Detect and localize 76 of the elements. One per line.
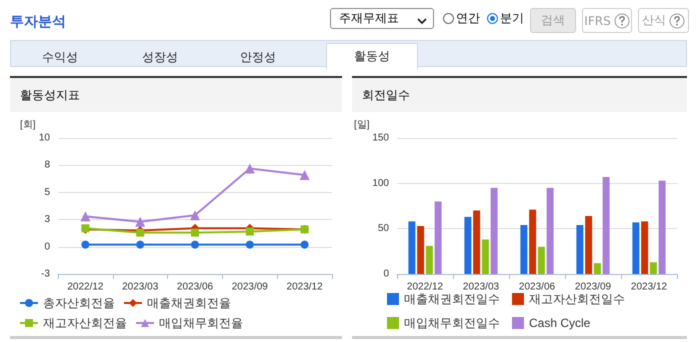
text: 검색 [530, 8, 576, 33]
point [246, 240, 254, 249]
x-tick-label: 2023/12 [630, 282, 668, 292]
bar [520, 225, 528, 274]
legend-label: Cash Cycle [529, 316, 591, 330]
legend-label: 재고자산회전일수 [529, 292, 625, 306]
y-tick-label: 100 [372, 178, 390, 189]
y-tick-label: 5 [44, 186, 50, 198]
legend-label: 매출채권회전일수 [404, 292, 500, 306]
point [300, 170, 310, 180]
legend-label: 매입채무회전율 [159, 316, 243, 330]
bar [529, 210, 536, 274]
text: 연간 [456, 10, 480, 27]
bar [658, 180, 666, 274]
bar [482, 240, 489, 274]
text: 활동성 [326, 43, 418, 69]
y-tick-label: 0 [44, 241, 50, 252]
y-tick-label: 150 [372, 132, 390, 144]
bar [408, 221, 416, 274]
x-tick-label: 2023/12 [286, 282, 324, 292]
point [81, 240, 90, 249]
y-axis-title: [회] [20, 120, 36, 130]
legend-label: 총자산회전율 [43, 296, 115, 310]
x-tick-label: 2023/06 [518, 282, 556, 292]
point [300, 240, 309, 249]
bar [594, 263, 601, 274]
x-tick-label: 2023/09 [574, 282, 612, 292]
y-axis-title: [일] [354, 120, 370, 130]
bar [585, 216, 592, 274]
bar [546, 188, 554, 274]
text: 안정성 [239, 48, 277, 66]
x-tick-label: 2023/03 [462, 282, 500, 292]
bar [434, 201, 442, 274]
text: 주재무제표 [339, 10, 399, 27]
point [80, 211, 90, 222]
chart-title: 활동성지표 [10, 78, 342, 112]
legend-label: 매입채무회전일수 [404, 316, 500, 330]
x-tick-label: 2023/03 [122, 282, 159, 292]
bar [576, 225, 584, 274]
bar [602, 176, 610, 274]
legend-label: 재고자산회전율 [43, 316, 127, 330]
point [135, 216, 146, 227]
text: IFRS [582, 8, 632, 33]
x-tick-label: 2022/12 [67, 282, 104, 292]
bar [641, 221, 648, 274]
point [191, 240, 199, 249]
bar [473, 210, 480, 274]
text: 분기 [500, 10, 524, 27]
bar [490, 188, 498, 274]
bar [538, 246, 545, 274]
y-tick-label: 50 [378, 223, 390, 234]
bar [417, 226, 424, 274]
y-tick-label: -3 [41, 268, 50, 280]
text: 수익성 [41, 48, 79, 66]
point [136, 228, 144, 237]
text: 산식 [638, 8, 689, 33]
point [246, 228, 254, 236]
x-tick-label: 2023/06 [176, 282, 214, 292]
y-tick-label: 0 [383, 268, 390, 280]
text: 투자분석 [10, 13, 66, 31]
y-tick-label: 10 [38, 132, 50, 144]
legend-label: 매출채권회전율 [147, 296, 231, 310]
point [244, 163, 255, 174]
y-tick-label: 3 [44, 214, 50, 226]
bar [650, 262, 657, 274]
bar [464, 216, 472, 274]
x-tick-label: 2022/12 [406, 282, 444, 292]
point [191, 228, 199, 237]
point [190, 210, 200, 220]
text: 성장성 [141, 48, 179, 66]
chart-title: 회전일수 [352, 78, 687, 112]
x-tick-label: 2023/09 [232, 282, 268, 292]
point [136, 240, 144, 249]
bar [632, 222, 640, 274]
y-tick-label: 8 [44, 160, 50, 171]
bar [426, 246, 433, 274]
